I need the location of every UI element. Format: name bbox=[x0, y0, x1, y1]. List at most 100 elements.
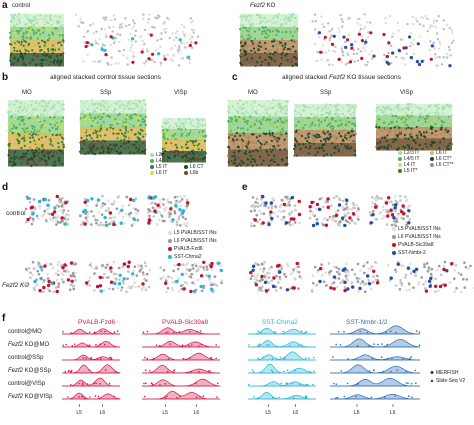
panel-c-visp-section-cell bbox=[424, 142, 427, 146]
panel-b-ssp-section-cell bbox=[115, 101, 118, 104]
panel-a-control-section-cell bbox=[47, 50, 50, 53]
panel-b-ssp-section-cell bbox=[81, 140, 84, 143]
panel-c-mo-section-cell bbox=[263, 129, 266, 132]
panel-b-ssp-section-cell bbox=[124, 129, 128, 132]
panel-d-control-highlight-dot bbox=[185, 201, 190, 205]
panel-e-control-in-dot bbox=[259, 204, 263, 207]
panel-a-control-in-dot bbox=[75, 13, 78, 16]
panel-a-ko-section-cell bbox=[276, 16, 279, 19]
panel-a-control-section-cell bbox=[9, 54, 12, 57]
panel-f-ridge-point bbox=[278, 396, 280, 399]
panel-a-ko-section-cell bbox=[278, 56, 281, 60]
panel-c-visp-section-cell bbox=[436, 103, 440, 106]
panel-b-mo-section-cell bbox=[22, 158, 25, 161]
panel-c-visp-section-cell bbox=[400, 140, 404, 143]
panel-c-visp-section-cell bbox=[450, 113, 454, 116]
panel-a-ko-section-cell bbox=[285, 52, 289, 55]
panel-c-mo-section-cell bbox=[251, 133, 254, 136]
panel-c-mo-section-cell bbox=[258, 120, 261, 123]
panel-a-control-in-dot bbox=[166, 16, 169, 20]
panel-a-ko-section-cell bbox=[246, 46, 249, 49]
panel-f-ridge-point bbox=[110, 357, 113, 360]
panel-a-control-in-dot bbox=[154, 16, 157, 19]
panel-b-ssp-section-cell bbox=[86, 129, 89, 132]
panel-c-mo-section-cell bbox=[251, 164, 254, 167]
panel-a-ko-highlight-dot bbox=[357, 32, 361, 36]
panel-a-ko-in-dot bbox=[356, 18, 359, 21]
panel-e-control-in-dot bbox=[259, 198, 263, 201]
panel-c-mo-section-cell bbox=[254, 110, 257, 113]
panel-d-control-in-dot bbox=[121, 215, 125, 219]
panel-b-mo-section-cell bbox=[34, 163, 38, 166]
panel-a-ko-section-cell bbox=[248, 50, 251, 54]
panel-d-ko-in-dot bbox=[193, 262, 197, 266]
panel-f-ridge-point bbox=[335, 397, 337, 399]
panel-a-control-in-dot bbox=[183, 25, 186, 29]
panel-b-mo-section-cell bbox=[46, 113, 49, 116]
panel-a-ko-section-cell bbox=[273, 14, 276, 17]
panel-b-mo-section-cell bbox=[59, 150, 63, 153]
panel-f-ridge-point bbox=[109, 356, 111, 359]
panel-d-control-in-dot bbox=[59, 209, 62, 213]
panel-e-control-in-dot bbox=[395, 220, 399, 223]
panel-c-visp-section-cell bbox=[386, 134, 389, 137]
panel-b-ssp-section-cell bbox=[94, 117, 97, 120]
panel-a-ko-section-cell bbox=[271, 36, 274, 39]
panel-e-ko-highlight-dot bbox=[434, 284, 438, 288]
panel-b-ssp-section-cell bbox=[85, 100, 88, 103]
panel-a-ko-in-dot bbox=[316, 51, 319, 54]
panel-a-ko-in-dot bbox=[436, 55, 439, 59]
panel-c-ssp-section-cell bbox=[312, 112, 315, 115]
panel-c-visp-section-cell bbox=[444, 144, 447, 147]
panel-d-ko-highlight-dot bbox=[131, 272, 135, 276]
panel-c-mo-section-cell bbox=[270, 102, 273, 105]
panel-c-visp-section-cell bbox=[403, 119, 406, 122]
panel-e-control-in-dot bbox=[345, 202, 348, 206]
panel-b-mo-section-cell bbox=[40, 126, 43, 129]
panel-d-ko-in-dot bbox=[186, 282, 189, 285]
panel-a-control-section-cell bbox=[40, 64, 44, 67]
panel-e-control-in-dot bbox=[331, 218, 335, 222]
panel-d-ko-highlight-dot bbox=[39, 276, 43, 281]
panel-c-title-pre: aligned stacked bbox=[282, 74, 329, 81]
panel-b-ssp-section-cell bbox=[133, 152, 136, 155]
panel-c-ssp-section-cell bbox=[325, 153, 328, 156]
panel-f-ridge-point bbox=[169, 343, 171, 345]
panel-e-ko-highlight-dot bbox=[292, 286, 296, 290]
panel-a-ko-in-dot bbox=[330, 34, 333, 38]
panel-e-ko-in-dot bbox=[402, 264, 405, 268]
panel-c-visp-section-cell bbox=[394, 130, 397, 133]
panel-b-visp-section-cell bbox=[175, 149, 178, 153]
panel-c-ssp-section-cell bbox=[315, 128, 318, 131]
panel-e-control-in-dot bbox=[355, 204, 359, 207]
panel-e-ko-highlight-dot bbox=[343, 288, 347, 293]
panel-c-mo-section-cell bbox=[255, 136, 258, 139]
panel-f-ridge-point bbox=[142, 331, 145, 334]
panel-a-control-section-cell bbox=[18, 29, 21, 32]
panel-c-mo-section-cell bbox=[262, 119, 265, 122]
panel-e-ko-in-dot bbox=[361, 280, 365, 284]
panel-e-ko-highlight-dot bbox=[412, 269, 416, 273]
panel-a-control-section-cell bbox=[58, 34, 61, 37]
panel-f-ridge-point bbox=[209, 370, 211, 372]
panel-c-visp-section-cell bbox=[443, 120, 446, 123]
panel-b-ssp-section-cell bbox=[110, 151, 113, 154]
panel-f-ridge-point bbox=[191, 344, 193, 346]
panel-a-ko-highlight-dot bbox=[402, 46, 406, 50]
panel-b-ssp-section-cell bbox=[106, 128, 109, 131]
panel-c-visp-section-cell bbox=[450, 143, 453, 146]
panel-c-mo-section-cell bbox=[233, 151, 236, 154]
panel-e-ko-in-dot bbox=[259, 267, 262, 271]
panel-c-ssp-section-cell bbox=[334, 103, 337, 106]
panel-b-ssp-section-cell bbox=[144, 132, 147, 135]
panel-d-ko-highlight-dot bbox=[122, 262, 127, 266]
panel-c-ssp-section-cell bbox=[296, 152, 299, 155]
panel-c-mo-section-cell bbox=[268, 113, 271, 116]
panel-a-ko-in-dot bbox=[408, 45, 412, 48]
panel-c-title-gene: Fezf2 bbox=[328, 74, 346, 81]
panel-d-ko-highlight-dot bbox=[175, 279, 179, 284]
panel-c-visp-section-cell bbox=[379, 119, 382, 122]
panel-e-ko-highlight-dot bbox=[346, 287, 350, 291]
panel-d-ko-highlight-dot bbox=[70, 279, 74, 283]
panel-c-mo-section-cell bbox=[233, 129, 237, 132]
